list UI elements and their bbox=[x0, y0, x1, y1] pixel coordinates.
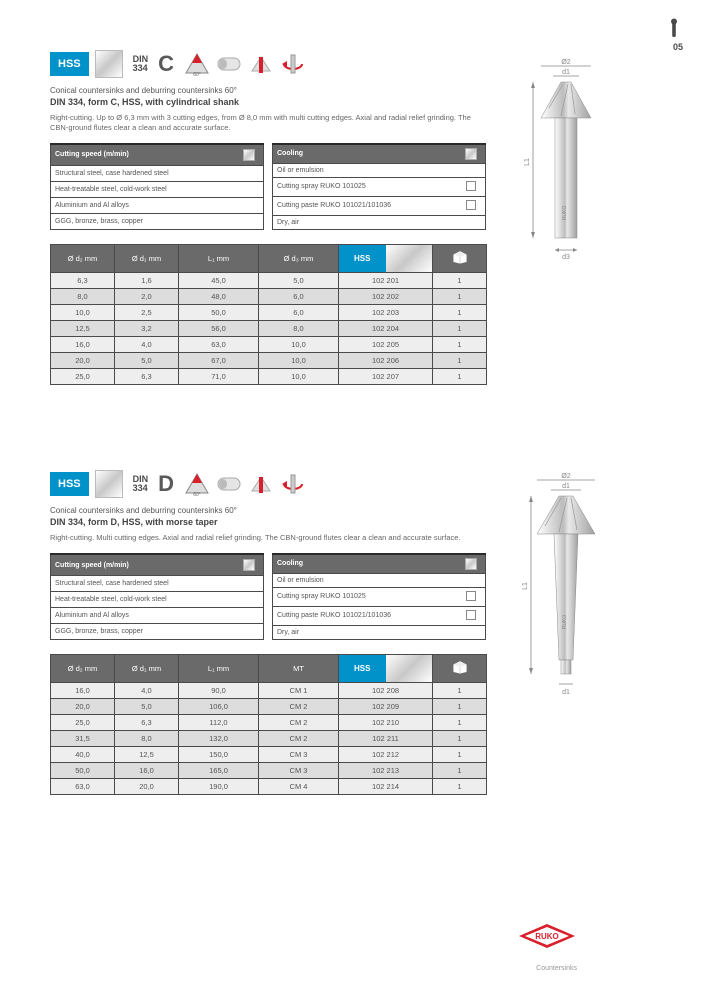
table-row: 40,012,5150,0CM 3102 2121 bbox=[51, 746, 487, 762]
page-category-icon bbox=[667, 18, 681, 38]
rotation-icon bbox=[280, 471, 306, 497]
hss-badge: HSS bbox=[50, 472, 89, 496]
svg-text:RUKO: RUKO bbox=[535, 932, 559, 941]
cooling-table: Cooling Oil or emulsion Cutting spray RU… bbox=[272, 143, 486, 230]
hole-icon bbox=[216, 471, 242, 497]
section-header: HSS DIN334 D 60° bbox=[50, 470, 490, 498]
table-row: 20,05,067,010,0102 2061 bbox=[51, 352, 487, 368]
table-row: 6,31,645,05,0102 2011 bbox=[51, 272, 487, 288]
rotation-icon bbox=[280, 51, 306, 77]
svg-text:Ø2: Ø2 bbox=[561, 473, 570, 480]
package-icon bbox=[452, 660, 468, 674]
din-label: DIN334 bbox=[133, 55, 149, 73]
section-title: DIN 334, form D, HSS, with morse taper bbox=[50, 517, 490, 527]
speed-table: Cutting speed (m/min) Structural steel, … bbox=[50, 553, 264, 640]
table-row: 16,04,090,0CM 1102 2081 bbox=[51, 682, 487, 698]
table-row: 25,06,3112,0CM 2102 2101 bbox=[51, 714, 487, 730]
section-title: DIN 334, form C, HSS, with cylindrical s… bbox=[50, 97, 490, 107]
svg-text:d1: d1 bbox=[562, 69, 570, 76]
table-row: 25,06,371,010,0102 2071 bbox=[51, 368, 487, 384]
tool-diagram-d: Ø2 d1 RUKO L1 d1 bbox=[521, 472, 611, 704]
section-header: HSS DIN334 C 60° bbox=[50, 50, 490, 78]
table-row: 63,020,0190,0CM 4102 2141 bbox=[51, 778, 487, 794]
svg-text:d1: d1 bbox=[562, 689, 570, 696]
table-row: 8,02,048,06,0102 2021 bbox=[51, 288, 487, 304]
tool-diagram-c: Ø2 d1 RUKO L1 d3 bbox=[521, 58, 611, 270]
spec-table-c: Ø d₂ mm Ø d₁ mm L₁ mm Ø d₃ mm HSS 6,31,6… bbox=[50, 244, 487, 385]
svg-text:60°: 60° bbox=[193, 72, 201, 77]
countersink-icon bbox=[248, 471, 274, 497]
section-subtitle: Conical countersinks and deburring count… bbox=[50, 506, 490, 515]
svg-text:60°: 60° bbox=[193, 492, 201, 497]
svg-text:RUKO: RUKO bbox=[562, 206, 568, 221]
cooling-table: Cooling Oil or emulsion Cutting spray RU… bbox=[272, 553, 486, 640]
speed-table: Cutting speed (m/min) Structural steel, … bbox=[50, 143, 264, 230]
form-letter: C bbox=[158, 51, 174, 77]
table-row: 50,016,0165,0CM 3102 2131 bbox=[51, 762, 487, 778]
hole-icon bbox=[216, 51, 242, 77]
countersink-icon bbox=[248, 51, 274, 77]
spec-table-d: Ø d₂ mm Ø d₁ mm L₁ mm MT HSS 16,04,090,0… bbox=[50, 654, 487, 795]
section-desc: Right-cutting. Up to Ø 6,3 mm with 3 cut… bbox=[50, 113, 490, 133]
section-desc: Right-cutting. Multi cutting edges. Axia… bbox=[50, 533, 490, 543]
section-subtitle: Conical countersinks and deburring count… bbox=[50, 86, 490, 95]
svg-text:RUKO: RUKO bbox=[562, 615, 568, 630]
footer-text: Countersinks bbox=[536, 965, 577, 972]
svg-text:L1: L1 bbox=[522, 582, 529, 590]
table-row: 31,58,0132,0CM 2102 2111 bbox=[51, 730, 487, 746]
page-number: 05 bbox=[673, 42, 683, 52]
svg-text:d1: d1 bbox=[562, 483, 570, 490]
din-label: DIN334 bbox=[133, 475, 149, 493]
svg-text:Ø2: Ø2 bbox=[561, 59, 570, 66]
section-form-c: HSS DIN334 C 60° Conical countersinks an… bbox=[50, 50, 490, 385]
package-icon bbox=[452, 250, 468, 264]
table-row: 16,04,063,010,0102 2051 bbox=[51, 336, 487, 352]
angle-icon: 60° bbox=[184, 471, 210, 497]
table-row: 10,02,550,06,0102 2031 bbox=[51, 304, 487, 320]
table-row: 20,05,0106,0CM 2102 2091 bbox=[51, 698, 487, 714]
brand-logo: RUKO bbox=[517, 922, 577, 950]
hss-badge: HSS bbox=[50, 52, 89, 76]
material-icon bbox=[95, 50, 123, 78]
section-form-d: HSS DIN334 D 60° Conical countersinks an… bbox=[50, 470, 490, 795]
table-row: 12,53,256,08,0102 2041 bbox=[51, 320, 487, 336]
angle-icon: 60° bbox=[184, 51, 210, 77]
form-letter: D bbox=[158, 471, 174, 497]
material-icon bbox=[95, 470, 123, 498]
svg-text:L1: L1 bbox=[524, 158, 531, 166]
svg-text:d3: d3 bbox=[562, 254, 570, 261]
